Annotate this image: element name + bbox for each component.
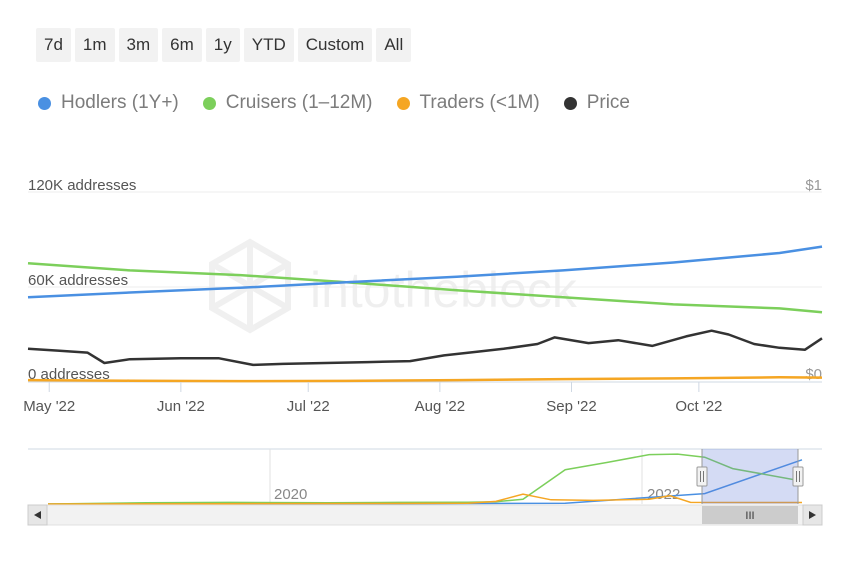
y-tick-label-0: 0 addresses: [28, 366, 110, 383]
x-tick-label-aug: Aug '22: [415, 398, 465, 415]
navigator-year-2022: 2022: [647, 486, 680, 503]
legend-label-traders: Traders (<1M): [419, 92, 540, 113]
navigator-handle-left[interactable]: [696, 466, 708, 487]
scroll-right-button[interactable]: [802, 504, 823, 526]
x-axis: May '22 Jun '22 Jul '22 Aug '22 Sep '22 …: [23, 382, 722, 415]
legend-item-price[interactable]: Price: [563, 92, 630, 114]
legend-item-cruisers[interactable]: Cruisers (1–12M): [202, 92, 373, 114]
y-tick-label-60k: 60K addresses: [28, 272, 128, 289]
navigator-selection[interactable]: [702, 449, 798, 504]
series-layer: [27, 245, 823, 383]
legend-dot-traders: [396, 96, 410, 110]
legend-dot-price: [563, 96, 577, 110]
x-tick-label-jun: Jun '22: [157, 398, 205, 415]
range-button-1y[interactable]: 1y: [205, 28, 240, 62]
range-button-ytd[interactable]: YTD: [243, 28, 294, 62]
series-line-cruisers: [27, 262, 823, 314]
x-tick-label-sep: Sep '22: [546, 398, 596, 415]
navigator-handle-right[interactable]: [792, 466, 804, 487]
series-line-price: [27, 329, 823, 367]
y-right-tick-label-0: $0: [805, 366, 822, 383]
navigator-line-traders: [47, 493, 803, 505]
legend-label-price: Price: [586, 92, 630, 113]
scrollbar-grip: III: [745, 510, 754, 522]
range-button-3m[interactable]: 3m: [118, 28, 159, 62]
range-button-6m[interactable]: 6m: [162, 28, 202, 62]
navigator-line-cruisers: [47, 453, 803, 505]
navigator-line-hodlers: [48, 459, 803, 505]
legend-item-hodlers[interactable]: Hodlers (1Y+): [38, 92, 179, 114]
y-right-tick-label-1: $1: [805, 177, 822, 194]
navigator-year-2020: 2020: [274, 486, 307, 503]
watermark-logo: [209, 238, 291, 334]
range-button-7d[interactable]: 7d: [36, 28, 71, 62]
x-tick-label-oct: Oct '22: [675, 398, 722, 415]
navigator: 2020 2022: [28, 448, 822, 505]
scrollbar: III: [27, 504, 823, 526]
range-button-all[interactable]: All: [376, 28, 412, 62]
series-line-hodlers: [27, 245, 823, 299]
scrollbar-thumb[interactable]: [702, 506, 798, 524]
series-line-traders: [27, 376, 823, 383]
scroll-left-button[interactable]: [27, 504, 48, 526]
legend-item-traders[interactable]: Traders (<1M): [396, 92, 540, 114]
chart-legend: Hodlers (1Y+) Cruisers (1–12M) Traders (…: [38, 92, 630, 114]
legend-dot-cruisers: [202, 96, 216, 110]
legend-dot-hodlers: [38, 96, 51, 110]
range-button-1m[interactable]: 1m: [74, 28, 115, 62]
x-tick-label-jul: Jul '22: [287, 398, 330, 415]
y-tick-label-120k: 120K addresses: [28, 177, 136, 194]
navigator-series: [47, 453, 803, 505]
scroll-left-arrow-icon: [34, 511, 41, 519]
scroll-right-arrow-icon: [809, 511, 816, 519]
legend-label-hodlers: Hodlers (1Y+): [61, 92, 179, 113]
range-button-custom[interactable]: Custom: [297, 28, 373, 62]
legend-label-cruisers: Cruisers (1–12M): [225, 92, 373, 113]
range-selector: 7d 1m 3m 6m 1y YTD Custom All: [36, 28, 412, 62]
x-tick-label-may: May '22: [23, 398, 75, 415]
